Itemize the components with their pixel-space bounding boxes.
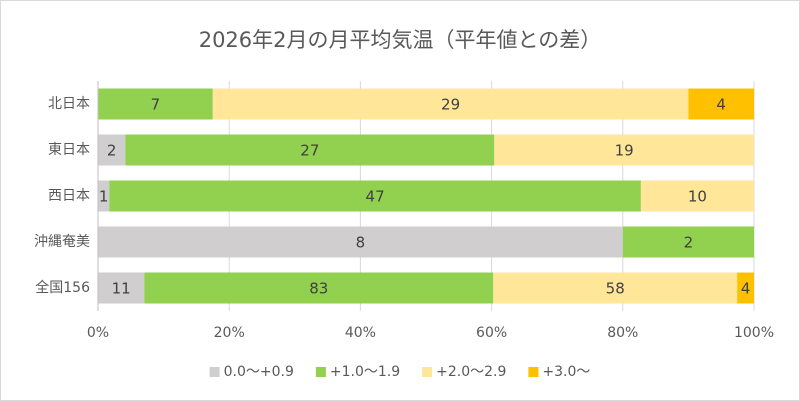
legend-item: +2.0〜2.9 (422, 364, 506, 380)
y-tick-label: 東日本 (48, 142, 90, 158)
bar-segment (98, 134, 126, 166)
legend-swatch (528, 367, 539, 377)
data-label: 83 (309, 280, 328, 298)
bar-segment (493, 272, 738, 304)
x-tick-label: 80% (607, 325, 638, 341)
bar-segment (98, 226, 623, 258)
bar-segment (144, 272, 494, 304)
data-label: 29 (441, 96, 460, 114)
legend-swatch (315, 367, 326, 377)
legend-label: +2.0〜2.9 (436, 364, 506, 380)
x-tick-label: 20% (214, 325, 245, 341)
bar-segment (494, 134, 754, 166)
data-label: 10 (688, 188, 707, 206)
legend-item: +1.0〜1.9 (315, 364, 400, 380)
bar-segment (98, 88, 213, 120)
y-tick-label: 西日本 (48, 188, 90, 204)
chart-title: 2026年2月の月平均気温（平年値との差） (199, 28, 602, 52)
bar-segment (622, 226, 754, 258)
y-tick-label: 全国156 (35, 279, 90, 296)
data-label: 19 (615, 142, 634, 160)
data-label: 2 (107, 142, 117, 160)
bar-segment (688, 88, 754, 120)
data-label: 11 (112, 280, 131, 298)
data-label: 4 (741, 280, 751, 298)
legend-swatch (422, 367, 433, 377)
x-tick-label: 100% (734, 325, 774, 341)
y-tick-label: 北日本 (48, 96, 90, 112)
bar-segment (212, 88, 689, 120)
x-tick-label: 60% (476, 325, 507, 341)
y-tick-label: 沖縄奄美 (34, 234, 90, 250)
bar-segment (109, 180, 641, 212)
legend-item: 0.0〜+0.9 (209, 364, 294, 380)
legend-label: +1.0〜1.9 (330, 364, 400, 380)
data-label: 4 (716, 96, 726, 114)
data-label: 47 (366, 188, 385, 206)
bar-segment (98, 180, 110, 212)
legend-label: +3.0〜 (542, 364, 590, 380)
data-label: 8 (356, 234, 366, 252)
bar-segment (125, 134, 495, 166)
x-tick-label: 40% (345, 325, 376, 341)
bar-segment (98, 272, 145, 304)
legend-swatch (209, 367, 220, 377)
bar-segment (737, 272, 754, 304)
bar-segment (640, 180, 754, 212)
data-label: 27 (300, 142, 319, 160)
data-label: 58 (606, 280, 625, 298)
legend-item: +3.0〜 (528, 364, 590, 380)
data-label: 2 (684, 234, 694, 252)
legend-label: 0.0〜+0.9 (224, 364, 294, 380)
data-label: 7 (151, 96, 161, 114)
x-tick-label: 0% (87, 325, 109, 341)
data-label: 1 (99, 188, 109, 206)
